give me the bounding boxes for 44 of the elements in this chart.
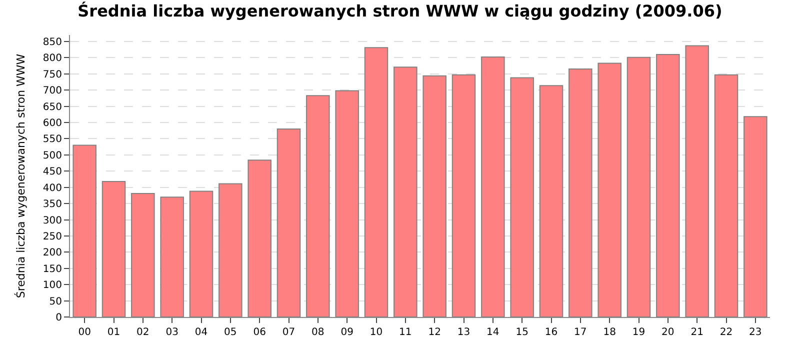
y-tick-label: 350 bbox=[42, 199, 62, 210]
chart-title: Średnia liczba wygenerowanych stron WWW w ciągu godziny (2009.06) bbox=[78, 1, 722, 20]
x-tick-label: 08 bbox=[312, 327, 324, 338]
x-tick-label: 22 bbox=[720, 327, 733, 338]
y-tick-label: 550 bbox=[42, 134, 62, 146]
x-tick-label: 03 bbox=[166, 327, 178, 338]
x-tick-label: 23 bbox=[749, 327, 762, 338]
y-tick-label: 750 bbox=[42, 69, 62, 80]
x-tick-label: 05 bbox=[224, 327, 237, 338]
y-tick-label: 600 bbox=[42, 118, 62, 130]
x-tick-label: 01 bbox=[107, 327, 120, 338]
x-tick-label: 07 bbox=[282, 327, 296, 338]
y-tick-label: 0 bbox=[56, 312, 62, 324]
y-axis-title: Średnia liczba wygenerowanych stron WWW bbox=[14, 54, 28, 298]
y-tick-label: 200 bbox=[42, 248, 62, 259]
y-tick-label: 100 bbox=[42, 280, 62, 292]
x-tick-label: 19 bbox=[632, 327, 646, 338]
y-tick-label: 300 bbox=[42, 215, 62, 226]
x-tick-label: 04 bbox=[194, 327, 208, 338]
x-tick-label: 11 bbox=[399, 327, 412, 338]
x-tick-label: 09 bbox=[340, 327, 354, 338]
x-tick-label: 18 bbox=[603, 327, 616, 338]
y-tick-label: 150 bbox=[42, 264, 62, 275]
y-tick-label: 250 bbox=[42, 231, 62, 242]
y-tick-label: 500 bbox=[42, 150, 62, 162]
y-tick-label: 50 bbox=[49, 296, 62, 308]
x-tick-label: 17 bbox=[574, 327, 587, 338]
x-tick-label: 00 bbox=[78, 327, 91, 338]
x-tick-label: 02 bbox=[136, 327, 150, 338]
y-tick-label: 800 bbox=[42, 53, 62, 64]
x-tick-label: 13 bbox=[457, 327, 470, 338]
x-tick-label: 10 bbox=[370, 327, 383, 338]
x-tick-label: 14 bbox=[486, 327, 500, 338]
y-tick-label: 450 bbox=[42, 166, 62, 178]
x-tick-label: 12 bbox=[428, 327, 441, 338]
x-tick-label: 20 bbox=[662, 327, 674, 338]
y-tick-label: 400 bbox=[42, 182, 62, 194]
x-tick-label: 15 bbox=[516, 327, 528, 338]
x-tick-label: 06 bbox=[253, 327, 266, 338]
x-tick-label: 16 bbox=[544, 327, 558, 338]
y-tick-label: 700 bbox=[42, 86, 62, 97]
y-tick-label: 850 bbox=[42, 36, 62, 48]
y-tick-label: 650 bbox=[42, 102, 62, 113]
x-tick-label: 21 bbox=[690, 327, 704, 338]
